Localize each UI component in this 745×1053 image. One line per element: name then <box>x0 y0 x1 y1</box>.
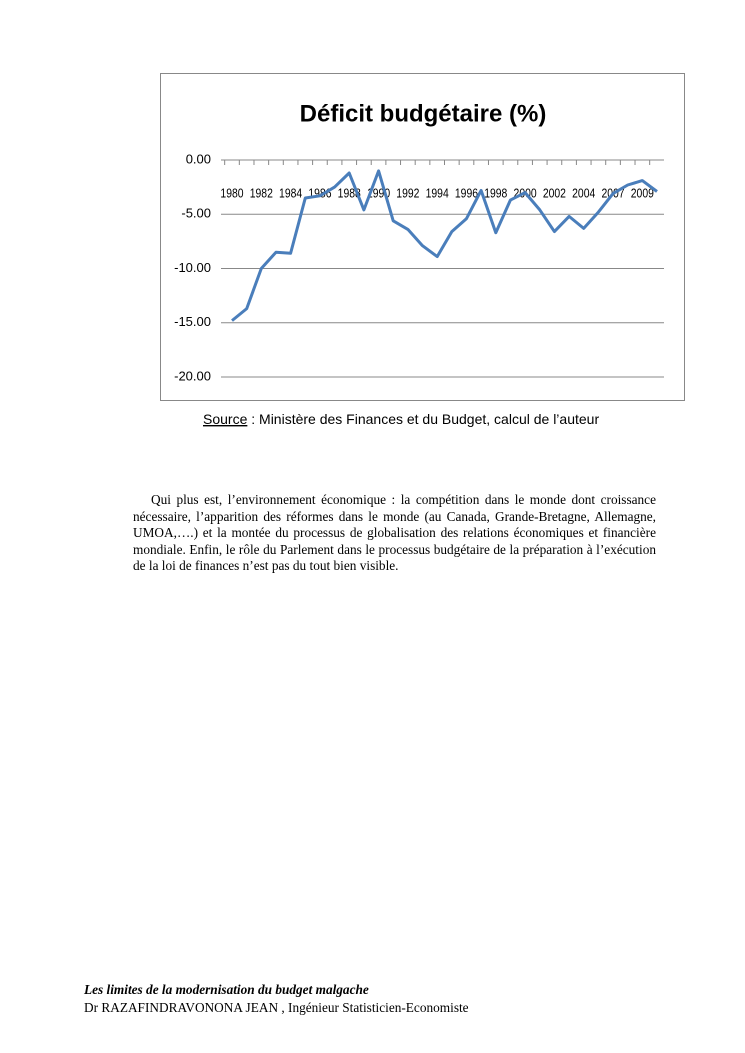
y-tick-label: -20.00 <box>174 368 211 383</box>
data-line <box>231 169 658 322</box>
y-tick-label: -15.00 <box>174 314 211 329</box>
x-tick-label: 1992 <box>396 186 419 200</box>
footer-author: Dr RAZAFINDRAVONONA JEAN , Ingénieur Sta… <box>84 1000 469 1015</box>
x-tick-label: 2002 <box>543 186 566 200</box>
chart: Déficit budgétaire (%) Source : Ministèr… <box>160 73 685 427</box>
x-tick-label: 1980 <box>220 186 244 200</box>
x-tick-label: 2009 <box>631 186 654 200</box>
y-tick-label: -10.00 <box>174 260 211 275</box>
y-tick-label: 0.00 <box>186 151 211 166</box>
x-tick-label: 1982 <box>250 186 273 200</box>
x-tick-label: 1998 <box>484 186 508 200</box>
footer-title: Les limites de la modernisation du budge… <box>84 982 369 997</box>
chart-title: Déficit budgétaire (%) <box>300 100 547 127</box>
y-tick-label: -5.00 <box>181 206 211 221</box>
source: Source : Ministère des Finances et du Bu… <box>203 411 599 427</box>
x-tick-label: 1996 <box>455 186 479 200</box>
x-tick-label: 2004 <box>572 186 596 200</box>
x-tick-label: 1994 <box>426 186 450 200</box>
x-tick-label: 1986 <box>308 186 332 200</box>
source-text: : Ministère des Finances et du Budget, c… <box>247 411 599 427</box>
source-label: Source <box>203 411 248 427</box>
x-tick-label: 1984 <box>279 186 303 200</box>
paragraph: Qui plus est, l’environnement économique… <box>133 492 656 573</box>
chart-frame <box>160 73 685 401</box>
